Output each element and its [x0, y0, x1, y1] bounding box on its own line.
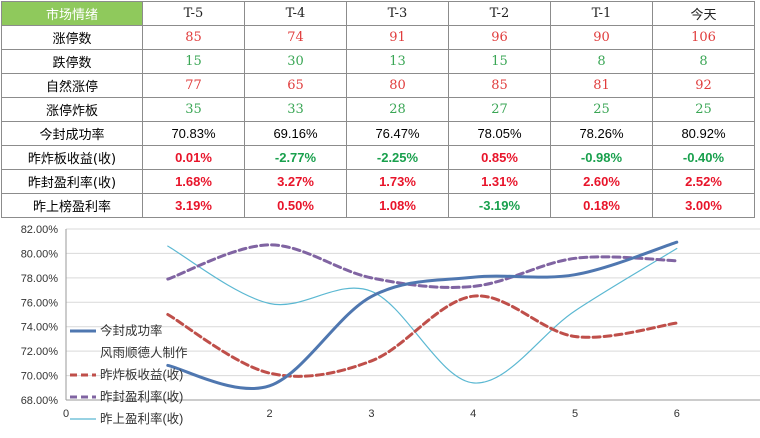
legend-label: 昨炸板收益(收): [100, 368, 183, 382]
table-cell: 25: [550, 97, 653, 122]
table-cell: 74: [244, 25, 347, 50]
legend-label: 今封成功率: [100, 323, 163, 338]
table-cell: 0.01%: [142, 145, 245, 170]
table-row: 昨上榜盈利率 3.19% 0.50% 1.08% -3.19% 0.18% 3.00%: [1, 193, 755, 218]
table-cell: 80.92%: [652, 121, 755, 146]
table-cell: 27: [448, 97, 551, 122]
column-header-3: T-2: [448, 1, 551, 26]
legend-label: 昨封盈利率(收): [100, 389, 183, 404]
y-tick-label: 70.00%: [21, 371, 59, 383]
x-tick-label: 3: [368, 408, 374, 420]
table-cell: -0.40%: [652, 145, 755, 170]
table-cell: 80: [346, 73, 449, 98]
table-cell: 8: [652, 49, 755, 74]
column-header-5: 今天: [652, 1, 755, 26]
table-cell: 0.50%: [244, 193, 347, 218]
table-cell: 92: [652, 73, 755, 98]
table-cell: -2.25%: [346, 145, 449, 170]
row-label: 跌停数: [1, 49, 143, 74]
table-cell: 77: [142, 73, 245, 98]
table-cell: 15: [142, 49, 245, 74]
x-tick-label: 0: [63, 408, 69, 420]
table-cell: 0.18%: [550, 193, 653, 218]
row-label: 自然涨停: [1, 73, 143, 98]
table-cell: 0.85%: [448, 145, 551, 170]
series-line-0: [166, 240, 679, 391]
table-cell: 2.52%: [652, 169, 755, 194]
y-tick-label: 68.00%: [21, 395, 59, 407]
series-line-3: [167, 245, 678, 384]
table-cell: 76.47%: [346, 121, 449, 146]
table-cell: 25: [652, 97, 755, 122]
table-cell: 85: [142, 25, 245, 50]
table-cell: 3.27%: [244, 169, 347, 194]
series-line-2: [166, 243, 679, 289]
table-cell: 2.60%: [550, 169, 653, 194]
table-cell: 1.08%: [346, 193, 449, 218]
row-label: 今封成功率: [1, 121, 143, 146]
row-label: 昨封盈利率(收): [1, 169, 143, 194]
table-cell: 78.26%: [550, 121, 653, 146]
x-tick-label: 2: [267, 408, 273, 420]
row-label: 昨上榜盈利率: [1, 193, 143, 218]
table-cell: 65: [244, 73, 347, 98]
y-tick-label: 80.00%: [21, 248, 59, 260]
table-row: 自然涨停 77 65 80 85 81 92: [1, 73, 755, 98]
row-label: 涨停炸板: [1, 97, 143, 122]
table-cell: 3.00%: [652, 193, 755, 218]
sentiment-table: 市场情绪 T-5 T-4 T-3 T-2 T-1 今天 涨停数 85 74 91 96 90 106 跌停数…: [1, 1, 755, 218]
table-corner-label: 市场情绪: [1, 1, 143, 26]
table-cell: 90: [550, 25, 653, 50]
column-header-4: T-1: [550, 1, 653, 26]
y-tick-label: 82.00%: [21, 224, 59, 236]
table-body: 市场情绪 T-5 T-4 T-3 T-2 T-1 今天 涨停数 85 74 91 96 90 106 跌停数…: [1, 1, 755, 218]
table-cell: -2.77%: [244, 145, 347, 170]
table-cell: -0.98%: [550, 145, 653, 170]
table-cell: 70.83%: [142, 121, 245, 146]
table-row: 跌停数 15 30 13 15 8 8: [1, 49, 755, 74]
y-tick-label: 72.00%: [21, 346, 59, 358]
table-cell: 13: [346, 49, 449, 74]
table-cell: 30: [244, 49, 347, 74]
table-cell: 35: [142, 97, 245, 122]
table-row: 今封成功率 70.83% 69.16% 76.47% 78.05% 78.26% 80.92…: [1, 121, 755, 146]
row-label: 昨炸板收益(收): [1, 145, 143, 170]
table-row: 涨停炸板 35 33 28 27 25 25: [1, 97, 755, 122]
table-row: 昨炸板收益(收) 0.01% -2.77% -2.25% 0.85% -0.98% -0.4…: [1, 145, 755, 170]
column-header-1: T-4: [244, 1, 347, 26]
table-row: 涨停数 85 74 91 96 90 106: [1, 25, 755, 50]
table-cell: 91: [346, 25, 449, 50]
table-cell: 15: [448, 49, 551, 74]
column-header-0: T-5: [142, 1, 245, 26]
x-tick-label: 5: [572, 408, 578, 420]
watermark-text: 风雨顺德人制作: [100, 345, 188, 360]
column-header-2: T-3: [346, 1, 449, 26]
table-cell: 8: [550, 49, 653, 74]
sentiment-line-chart: 68.00% 70.00% 72.00% 74.00% 76.00% 78.00% 80.0…: [21, 224, 760, 426]
table-cell: 85: [448, 73, 551, 98]
legend-label: 昨上盈利率(收): [100, 411, 183, 426]
x-tick-label: 6: [674, 408, 680, 420]
header-row: 市场情绪 T-5 T-4 T-3 T-2 T-1 今天: [1, 1, 755, 26]
table-cell: 106: [652, 25, 755, 50]
x-tick-label: 4: [470, 408, 476, 420]
table-cell: 69.16%: [244, 121, 347, 146]
table-cell: 96: [448, 25, 551, 50]
table-cell: 81: [550, 73, 653, 98]
y-tick-label: 74.00%: [21, 322, 59, 334]
table-row: 昨封盈利率(收) 1.68% 3.27% 1.73% 1.31% 2.60% 2.52%: [1, 169, 755, 194]
table-cell: 1.68%: [142, 169, 245, 194]
table-cell: -3.19%: [448, 193, 551, 218]
table-cell: 28: [346, 97, 449, 122]
table-cell: 3.19%: [142, 193, 245, 218]
row-label: 涨停数: [1, 25, 143, 50]
table-cell: 33: [244, 97, 347, 122]
y-tick-label: 78.00%: [21, 273, 59, 285]
table-cell: 1.31%: [448, 169, 551, 194]
table-cell: 1.73%: [346, 169, 449, 194]
series-line-1: [166, 294, 679, 378]
table-cell: 78.05%: [448, 121, 551, 146]
y-tick-label: 76.00%: [21, 297, 59, 309]
